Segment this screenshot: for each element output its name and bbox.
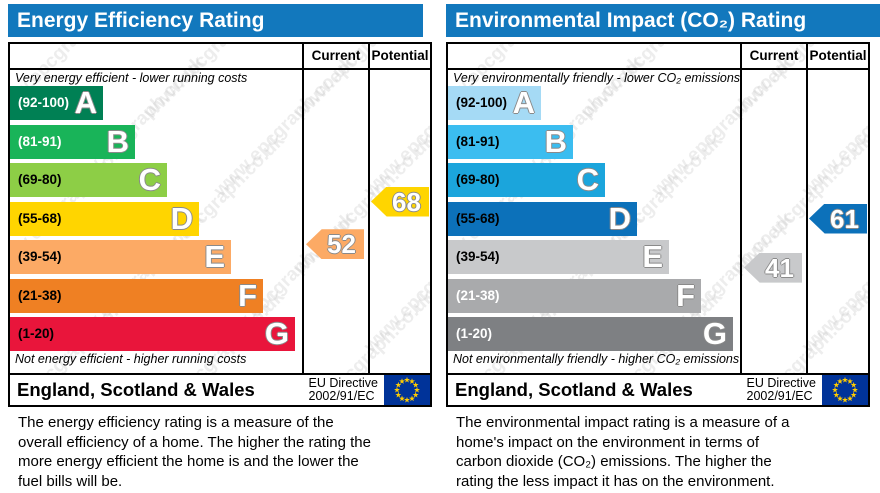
column-divider xyxy=(302,44,304,373)
band-letter: D xyxy=(608,200,631,236)
band-b: (81-91) B xyxy=(448,123,573,159)
ratings-table: www.epcgraph.co.uk www.epcgraph.co.uk www.… xyxy=(8,42,432,375)
top-caption: Very energy efficient - lower running co… xyxy=(15,71,248,85)
current-rating-value: 52 xyxy=(327,229,356,260)
band-letter: F xyxy=(238,277,257,313)
band-range-label: (69-80) xyxy=(456,172,500,187)
band-c: (69-80) C xyxy=(10,163,167,197)
table-header-row: Current Potential xyxy=(10,44,430,70)
band-f: (21-38) F xyxy=(448,277,701,313)
environmental-impact-panel: Environmental Impact (CO₂) Rating www.ep… xyxy=(446,0,880,493)
panel-title: Energy Efficiency Rating xyxy=(17,9,265,32)
band-range-label: (1-20) xyxy=(456,326,493,341)
eu-flag-icon xyxy=(384,375,430,405)
footer-bar: England, Scotland & Wales EU Directive 2… xyxy=(8,373,432,407)
potential-column-header: Potential xyxy=(371,48,429,63)
band-range-label: (21-38) xyxy=(18,287,62,303)
band-letter: A xyxy=(74,85,97,120)
ratings-table: www.epcgraph.co.uk www.epcgraph.co.uk www.… xyxy=(446,42,870,375)
band-letter: B xyxy=(544,123,567,159)
footer-bar: England, Scotland & Wales EU Directive 2… xyxy=(446,373,870,407)
band-a: (92-100) A xyxy=(10,86,103,120)
current-rating-value: 41 xyxy=(765,252,794,283)
band-d: (55-68) D xyxy=(10,200,199,236)
column-divider xyxy=(740,44,742,373)
band-range-label: (92-100) xyxy=(18,95,70,110)
panel-title-bar: Energy Efficiency Rating xyxy=(8,4,423,37)
potential-column-header: Potential xyxy=(809,48,867,63)
band-range-label: (55-68) xyxy=(456,210,500,226)
band-letter: F xyxy=(676,277,695,313)
band-letter: E xyxy=(642,239,663,274)
band-g: (1-20) G xyxy=(448,317,733,351)
watermark-text: www.epcgraph.co.uk xyxy=(727,286,870,375)
column-divider xyxy=(806,44,808,373)
column-divider xyxy=(368,44,370,373)
energy-efficiency-panel: Energy Efficiency Rating www.epcgraph.co… xyxy=(8,0,432,493)
band-letter: C xyxy=(138,162,161,197)
band-range-label: (92-100) xyxy=(456,95,508,110)
band-f: (21-38) F xyxy=(10,277,263,313)
band-e: (39-54) E xyxy=(10,240,231,274)
panel-title: Environmental Impact (CO₂) Rating xyxy=(455,9,807,32)
bottom-caption: Not energy efficient - higher running co… xyxy=(15,352,247,366)
band-range-label: (1-20) xyxy=(18,326,55,341)
band-letter: B xyxy=(106,123,129,159)
current-column-header: Current xyxy=(311,48,361,63)
band-letter: G xyxy=(264,316,289,351)
top-caption: Very environmentally friendly - lower CO… xyxy=(453,71,741,85)
band-letter: D xyxy=(170,200,193,236)
band-e: (39-54) E xyxy=(448,240,669,274)
panel-title-bar: Environmental Impact (CO₂) Rating xyxy=(446,4,880,37)
panel-description: The energy efficiency rating is a measur… xyxy=(18,414,371,490)
band-d: (55-68) D xyxy=(448,200,637,236)
eu-directive-label: EU Directive 2002/91/EC xyxy=(308,375,378,403)
current-rating-arrow: 41 xyxy=(744,252,802,283)
bottom-caption: Not environmentally friendly - higher CO… xyxy=(453,352,740,366)
band-range-label: (21-38) xyxy=(456,287,500,303)
eu-directive-label: EU Directive 2002/91/EC xyxy=(746,375,816,403)
band-range-label: (55-68) xyxy=(18,210,62,226)
band-range-label: (69-80) xyxy=(18,172,62,187)
band-a: (92-100) A xyxy=(448,86,541,120)
current-column-header: Current xyxy=(749,48,799,63)
band-letter: C xyxy=(576,162,599,197)
band-range-label: (39-54) xyxy=(456,249,500,264)
region-label: England, Scotland & Wales xyxy=(17,379,255,400)
band-letter: G xyxy=(702,316,727,351)
band-range-label: (81-91) xyxy=(18,133,62,149)
potential-rating-value: 61 xyxy=(830,203,859,234)
band-c: (69-80) C xyxy=(448,163,605,197)
table-header-row: Current Potential xyxy=(448,44,868,70)
band-range-label: (39-54) xyxy=(18,249,62,264)
band-letter: E xyxy=(204,239,225,274)
potential-rating-arrow: 61 xyxy=(809,203,867,234)
band-range-label: (81-91) xyxy=(456,133,500,149)
potential-rating-value: 68 xyxy=(392,186,421,217)
band-letter: A xyxy=(512,85,535,120)
region-label: England, Scotland & Wales xyxy=(455,379,693,400)
band-g: (1-20) G xyxy=(10,317,295,351)
band-b: (81-91) B xyxy=(10,123,135,159)
watermark-text: www.epcgraph.co.uk xyxy=(289,286,432,375)
panel-description: The environmental impact rating is a mea… xyxy=(456,414,790,490)
eu-flag-icon xyxy=(822,375,868,405)
